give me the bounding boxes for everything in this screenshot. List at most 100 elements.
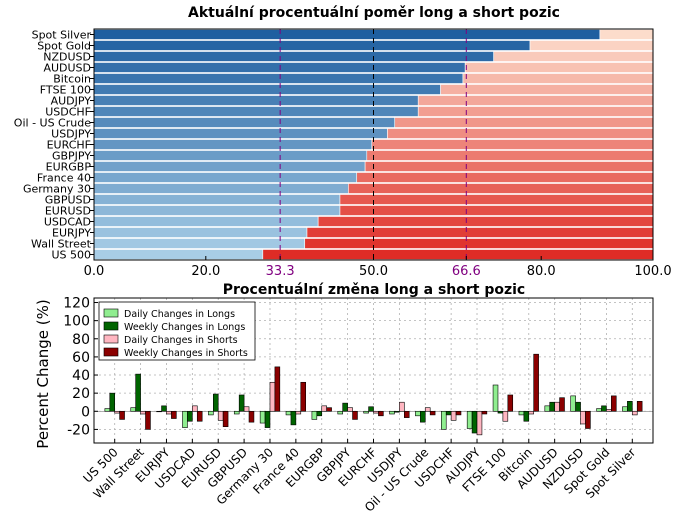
long-bar-eurchf: [93, 139, 373, 150]
short-bar-audusd: [464, 62, 654, 73]
bar-daily-changes-in-longs-usdjpy: [389, 410, 395, 415]
legend: Daily Changes in Longs Weekly Changes in …: [98, 301, 256, 361]
bar-daily-changes-in-longs-audusd: [544, 405, 551, 412]
bottom-chart-ylabel: Percent Change (%): [34, 299, 52, 448]
bar-daily-changes-in-longs-usdchf: [441, 410, 447, 430]
ytick-label-4: 60: [72, 350, 90, 366]
short-bar-usdchf: [417, 106, 654, 117]
bar-daily-changes-in-shorts-audusd: [554, 401, 560, 412]
bar-daily-changes-in-longs-eurjpy: [156, 410, 162, 413]
bar-weekly-changes-in-longs-audjpy: [471, 410, 478, 434]
long-bar-spot-gold: [93, 40, 531, 51]
bar-daily-changes-in-shorts-gbpusd: [243, 406, 250, 412]
bar-daily-changes-in-longs-eurchf: [363, 410, 369, 414]
ylabel-germany-30: Germany 30: [23, 183, 91, 196]
bar-daily-changes-in-longs-usdcad: [182, 410, 188, 428]
ylabel-gbpusd: GBPUSD: [45, 194, 91, 207]
bar-daily-changes-in-shorts-spot-silver: [631, 410, 638, 416]
bar-weekly-changes-in-shorts-gbpusd: [248, 410, 255, 423]
bar-weekly-changes-in-shorts-usdjpy: [403, 410, 410, 418]
ylabel-wall-street: Wall Street: [31, 238, 92, 251]
short-bar-eurchf: [371, 139, 654, 150]
ylabel-gbpjpy: GBPJPY: [52, 150, 91, 163]
bar-weekly-changes-in-longs-nzdusd: [575, 401, 581, 412]
xtick-label-3: 50.0: [359, 264, 388, 279]
short-bar-audjpy: [417, 95, 654, 106]
long-bar-wall-street: [93, 238, 306, 249]
bar-weekly-changes-in-shorts-france-40: [300, 381, 306, 412]
ytick-label-1: 0: [81, 404, 90, 420]
bar-daily-changes-in-shorts-audjpy: [476, 410, 483, 436]
bar-daily-changes-in-shorts-oil-us-crude: [424, 407, 431, 412]
bar-daily-changes-in-shorts-us-500: [114, 410, 120, 414]
short-bar-usdcad: [317, 216, 654, 227]
bar-weekly-changes-in-longs-gbpjpy: [342, 402, 348, 412]
bar-weekly-changes-in-shorts-germany-30: [274, 366, 281, 412]
short-bar-germany-30: [348, 183, 654, 194]
long-bar-usdjpy: [93, 128, 388, 139]
ylabel-oil-us-crude: Oil - US Crude: [14, 117, 91, 130]
xtick-label-2: 33.3: [266, 264, 295, 279]
bar-weekly-changes-in-shorts-wall-street: [145, 410, 151, 430]
long-bar-france-40: [93, 172, 358, 183]
bar-daily-changes-in-longs-oil-us-crude: [415, 410, 421, 417]
bar-weekly-changes-in-shorts-oil-us-crude: [429, 410, 436, 416]
bar-weekly-changes-in-longs-eurjpy: [161, 405, 167, 412]
bar-weekly-changes-in-shorts-eurchf: [378, 410, 384, 417]
bar-weekly-changes-in-longs-eurchf: [368, 406, 374, 412]
ylabel-eurchf: EURCHF: [47, 139, 91, 152]
ylabel-bitcoin: Bitcoin: [53, 73, 91, 86]
short-bar-wall-street: [304, 238, 654, 249]
ylabel-ftse-100: FTSE 100: [40, 84, 91, 97]
bar-daily-changes-in-longs-nzdusd: [570, 395, 576, 412]
legend-swatch-daily-changes-in-shorts: [103, 334, 119, 344]
bar-daily-changes-in-shorts-eurusd: [217, 410, 224, 421]
xtick-label-0: 0.0: [84, 264, 105, 279]
long-bar-audjpy: [93, 95, 419, 106]
legend-label-daily-changes-in-longs: Daily Changes in Longs: [124, 309, 235, 320]
bar-daily-changes-in-shorts-usdjpy: [399, 401, 405, 412]
ytick-label-5: 80: [72, 332, 90, 348]
bar-daily-changes-in-shorts-bitcoin: [528, 410, 534, 415]
long-bar-gbpusd: [93, 194, 341, 205]
bar-daily-changes-in-longs-ftse-100: [492, 384, 499, 412]
bar-weekly-changes-in-longs-bitcoin: [523, 410, 530, 422]
ylabel-us-500: US 500: [51, 249, 91, 262]
long-bar-eurusd: [93, 205, 341, 216]
bar-daily-changes-in-longs-gbpjpy: [337, 410, 344, 415]
bar-weekly-changes-in-shorts-ftse-100: [507, 394, 514, 412]
bar-weekly-changes-in-shorts-eurusd: [222, 410, 229, 427]
ytick-label-7: 120: [63, 296, 90, 312]
legend-label-weekly-changes-in-shorts: Weekly Changes in Shorts: [124, 348, 248, 359]
ylabel-spot-silver: Spot Silver: [32, 29, 92, 42]
bar-daily-changes-in-longs-germany-30: [259, 410, 266, 424]
long-bar-us-500: [93, 249, 264, 260]
long-bar-bitcoin: [93, 73, 464, 84]
bar-daily-changes-in-shorts-eurgbp: [321, 405, 327, 412]
bar-daily-changes-in-longs-us-500: [104, 408, 111, 412]
bar-daily-changes-in-longs-eurgbp: [311, 410, 318, 420]
bar-daily-changes-in-shorts-france-40: [295, 410, 302, 415]
bar-daily-changes-in-longs-spot-gold: [596, 408, 602, 412]
bar-weekly-changes-in-longs-spot-gold: [601, 405, 607, 412]
ylabel-usdcad: USDCAD: [44, 216, 91, 229]
bar-daily-changes-in-longs-france-40: [285, 410, 292, 416]
legend-swatch-weekly-changes-in-longs: [103, 321, 119, 331]
ylabel-usdjpy: USDJPY: [51, 128, 91, 141]
bar-weekly-changes-in-shorts-usdcad: [196, 410, 203, 422]
ylabel-audusd: AUDUSD: [43, 62, 91, 75]
bar-daily-changes-in-longs-audjpy: [466, 410, 473, 429]
bar-weekly-changes-in-shorts-audusd: [559, 397, 565, 412]
bar-daily-changes-in-longs-gbpusd: [233, 410, 240, 415]
bar-daily-changes-in-shorts-usdchf: [450, 410, 457, 421]
legend-swatch-daily-changes-in-longs: [103, 308, 119, 318]
bar-daily-changes-in-shorts-spot-gold: [606, 409, 612, 412]
legend-label-daily-changes-in-shorts: Daily Changes in Shorts: [124, 335, 238, 346]
bar-weekly-changes-in-shorts-spot-gold: [611, 395, 617, 412]
short-bar-nzdusd: [493, 51, 654, 62]
short-bar-eurjpy: [306, 227, 654, 238]
short-bar-eurgbp: [364, 161, 654, 172]
long-bar-usdcad: [93, 216, 319, 227]
bar-weekly-changes-in-shorts-usdchf: [455, 410, 462, 416]
